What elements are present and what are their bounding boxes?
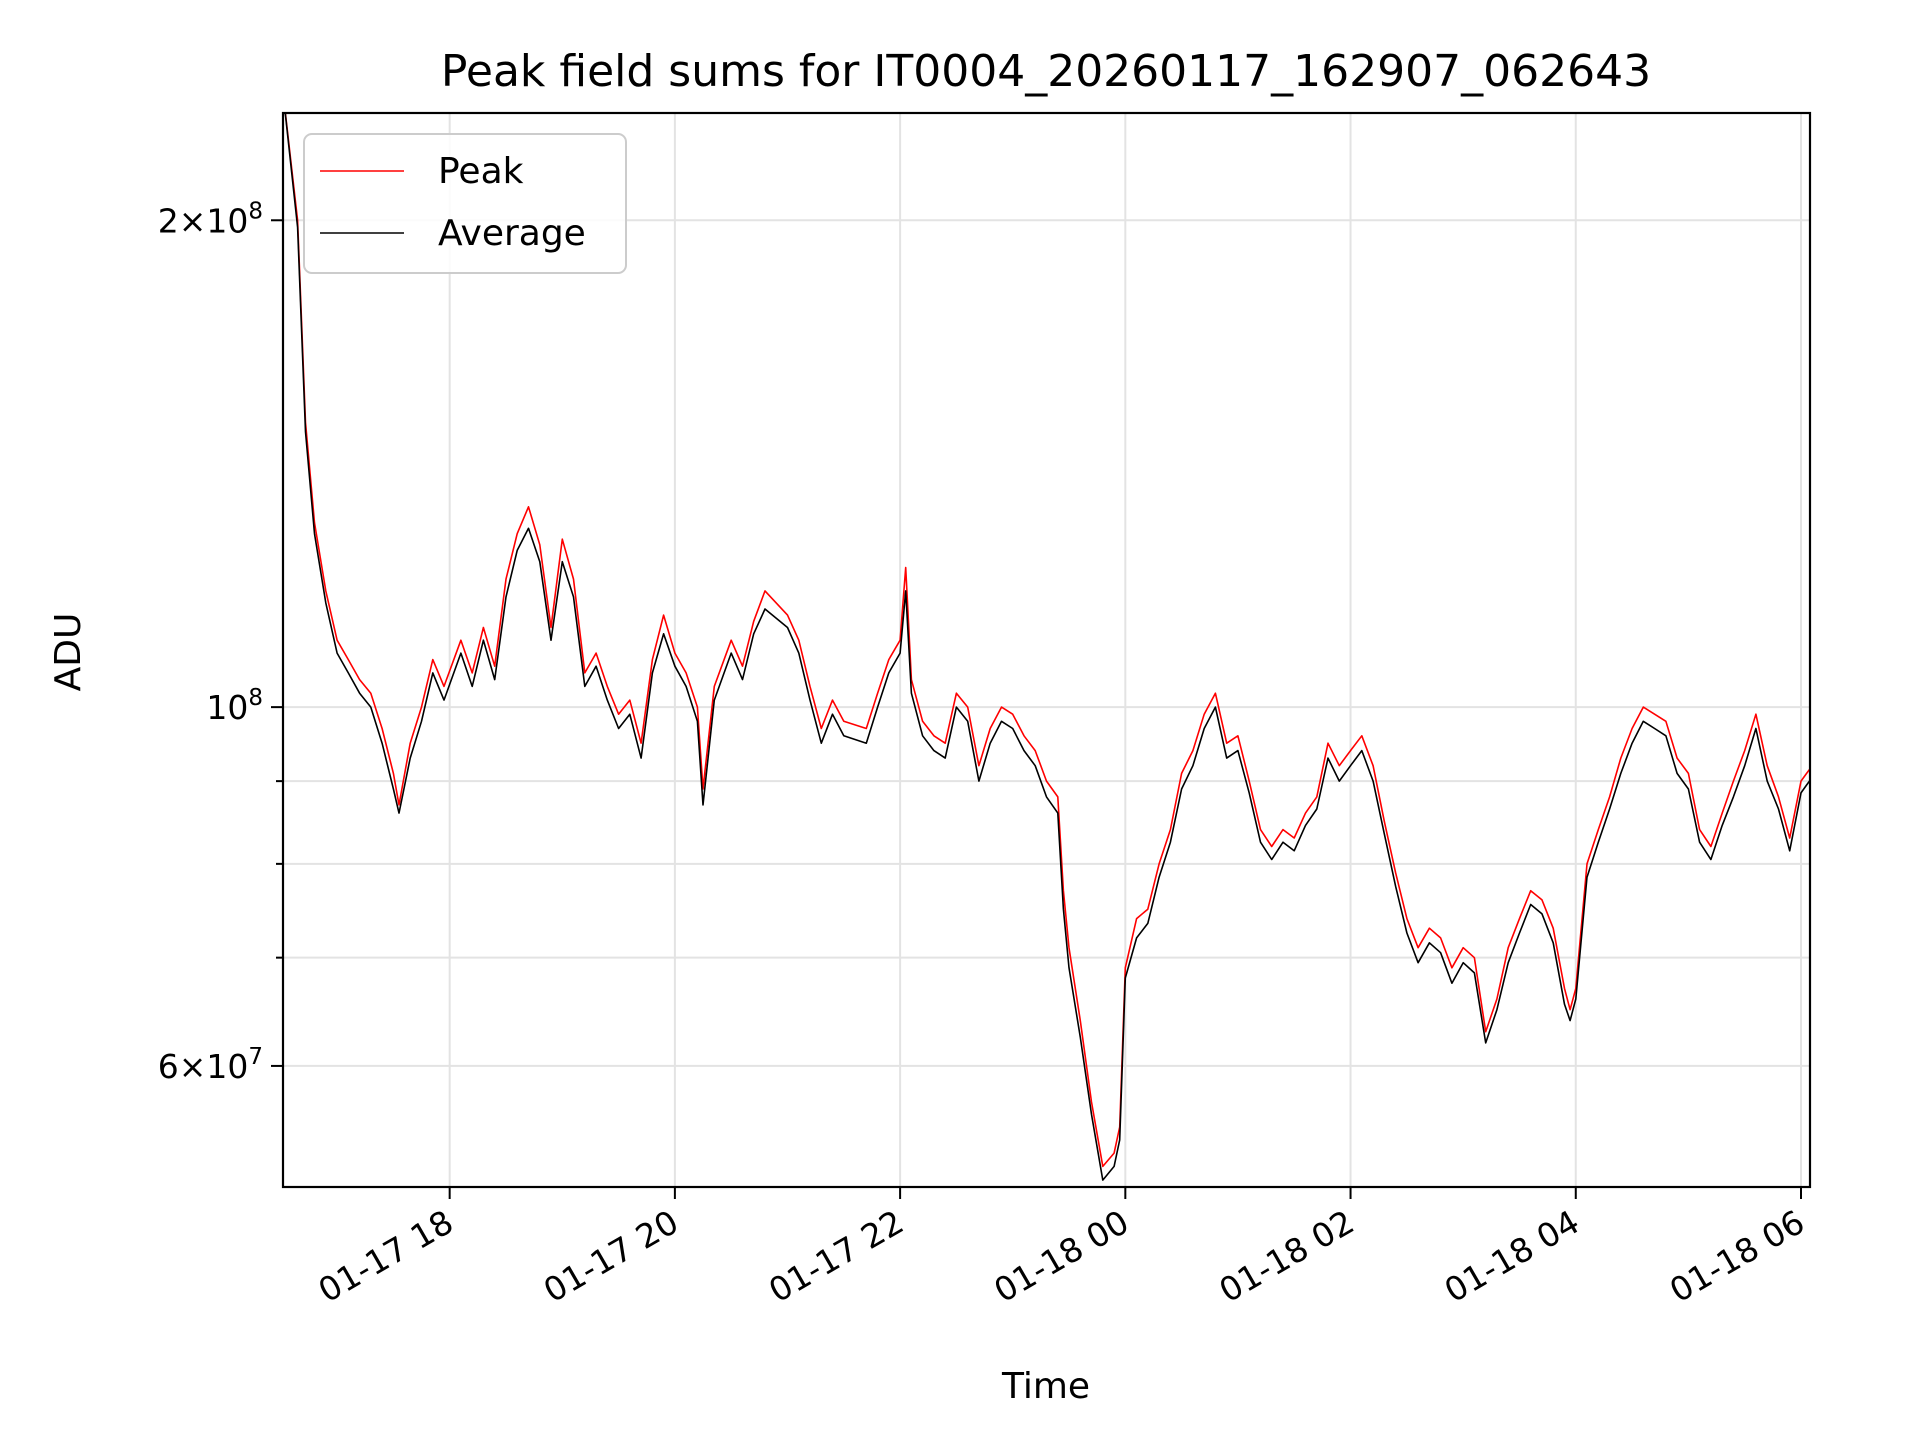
y-tick-label: 6×107: [158, 1044, 263, 1086]
legend-label-peak: Peak: [438, 151, 524, 192]
series-layer: [284, 113, 1810, 1181]
chart-title: Peak field sums for IT0004_20260117_1629…: [441, 46, 1651, 97]
series-line-average: [284, 113, 1810, 1181]
y-tick-label: 2×108: [158, 198, 263, 240]
series-line-peak: [284, 113, 1810, 1168]
y-axis: 2×108 108 6×107: [158, 198, 283, 1086]
legend-box: [303, 133, 627, 274]
y-tick-label: 108: [206, 685, 263, 727]
plot-frame: [281, 111, 1812, 1189]
legend-label-average: Average: [438, 213, 586, 254]
x-axis-label: Time: [1001, 1366, 1090, 1407]
legend: Peak Average: [303, 133, 627, 274]
y-axis-label: ADU: [48, 613, 89, 692]
